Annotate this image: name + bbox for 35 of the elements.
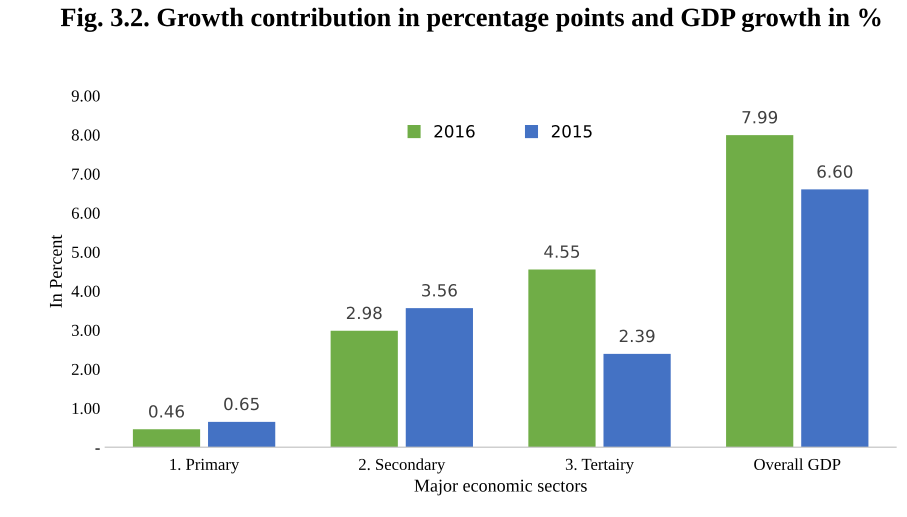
bar — [528, 269, 596, 448]
data-label: 0.46 — [149, 405, 184, 418]
x-tick-label: 3. Tertairy — [566, 458, 634, 474]
legend-label: 2016 — [434, 125, 475, 138]
y-tick-label: 3.00 — [72, 324, 100, 336]
data-label: 2.98 — [346, 306, 382, 320]
chart-title: Fig. 3.2. Growth contribution in percentage points and GDP growth in % — [60, 8, 880, 32]
y-tick-label: - — [95, 448, 100, 450]
data-label: 7.99 — [742, 110, 778, 124]
x-tick-label: Overall GDP — [754, 458, 840, 470]
bar — [406, 308, 473, 448]
data-label: 3.56 — [422, 284, 457, 297]
y-tick-label: 5.00 — [72, 246, 100, 258]
legend-label: 2015 — [552, 125, 592, 138]
y-tick-label: 9.00 — [72, 90, 100, 102]
y-tick-label: 7.00 — [72, 168, 100, 180]
x-tick-label: 2. Secondary — [359, 458, 446, 474]
y-tick-label: 6.00 — [72, 208, 100, 219]
bar — [726, 135, 794, 448]
x-axis-title: Major economic sectors — [414, 480, 587, 496]
bar — [208, 422, 276, 448]
bar — [603, 354, 671, 448]
bar — [132, 429, 200, 448]
y-tick-label: 2.00 — [72, 364, 100, 376]
y-tick-label: 1.00 — [72, 402, 100, 414]
bar — [330, 330, 398, 448]
data-label: 4.55 — [544, 246, 580, 258]
y-tick-label: 8.00 — [72, 129, 100, 141]
data-label: 6.60 — [817, 165, 852, 178]
data-label: 2.39 — [620, 330, 654, 342]
data-label: 0.65 — [224, 398, 259, 410]
y-tick-label: 4.00 — [72, 286, 100, 297]
bar — [801, 189, 868, 448]
y-axis-title: In Percent — [50, 234, 62, 308]
x-tick-label: 1. Primary — [170, 458, 240, 474]
